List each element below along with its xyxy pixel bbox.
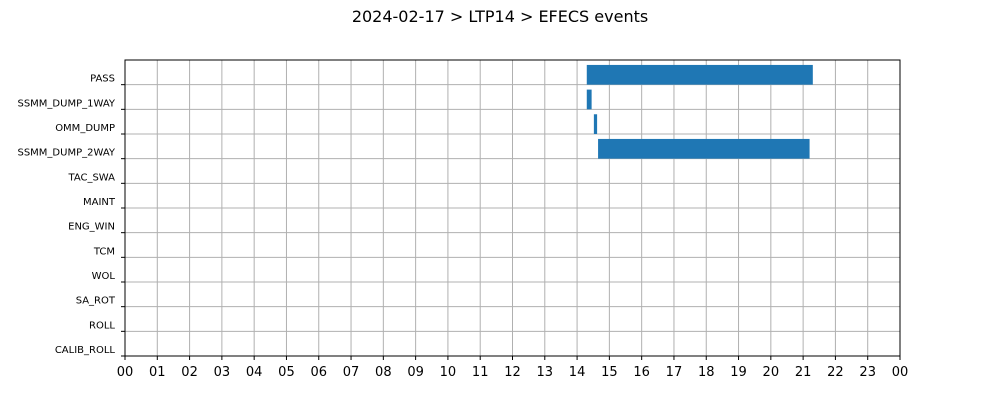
x-tick-label: 10: [440, 365, 457, 380]
x-tick-label: 21: [795, 365, 812, 380]
x-tick-label: 05: [278, 365, 295, 380]
x-tick-label: 02: [181, 365, 198, 380]
x-tick-label: 08: [375, 365, 392, 380]
y-tick-label: ROLL: [89, 320, 115, 331]
y-tick-label: OMM_DUMP: [55, 123, 115, 134]
y-tick-label: TCM: [93, 246, 115, 257]
x-tick-label: 11: [472, 365, 489, 380]
x-tick-label: 15: [601, 365, 618, 380]
y-tick-label: SA_ROT: [76, 296, 116, 307]
x-tick-label: 22: [827, 365, 844, 380]
event-bar: [586, 89, 592, 110]
y-tick-label: WOL: [92, 271, 116, 282]
bars-layer: [586, 64, 813, 159]
event-bar: [586, 64, 813, 85]
y-tick-label: TAC_SWA: [67, 172, 115, 183]
x-tick-label: 04: [246, 365, 263, 380]
x-tick-label: 00: [117, 365, 134, 380]
x-axis: 00 01 02 03 04 05 06 07 08 09 10 11 12 13 14 15 16 17 18 19…: [117, 356, 909, 380]
y-tick-label: CALIB_ROLL: [55, 345, 116, 356]
x-tick-label: 03: [214, 365, 231, 380]
x-tick-label: 09: [407, 365, 424, 380]
y-tick-label: PASS: [90, 74, 115, 85]
chart-title: 2024-02-17 > LTP14 > EFECS events: [352, 7, 648, 26]
x-tick-label: 01: [149, 365, 166, 380]
y-axis: PASS SSMM_DUMP_1WAY OMM_DUMP SSMM_DUMP_2WAY…: [17, 74, 125, 357]
x-tick-label: 19: [730, 365, 747, 380]
event-bar: [598, 138, 810, 159]
x-tick-label: 16: [633, 365, 650, 380]
x-tick-label: 13: [537, 365, 554, 380]
x-tick-label: 07: [343, 365, 360, 380]
y-tick-label: SSMM_DUMP_2WAY: [17, 148, 115, 159]
x-tick-label: 23: [859, 365, 876, 380]
x-tick-label: 20: [763, 365, 780, 380]
x-tick-label: 17: [666, 365, 683, 380]
x-tick-label: 18: [698, 365, 715, 380]
x-tick-label: 12: [504, 365, 521, 380]
x-tick-label: 06: [310, 365, 327, 380]
x-tick-label: 00: [892, 365, 909, 380]
y-tick-label: MAINT: [83, 197, 116, 208]
x-tick-label: 14: [569, 365, 586, 380]
event-bar: [593, 114, 598, 134]
y-tick-label: SSMM_DUMP_1WAY: [17, 98, 115, 109]
y-tick-label: ENG_WIN: [68, 222, 115, 233]
grid-layer: [124, 60, 901, 357]
